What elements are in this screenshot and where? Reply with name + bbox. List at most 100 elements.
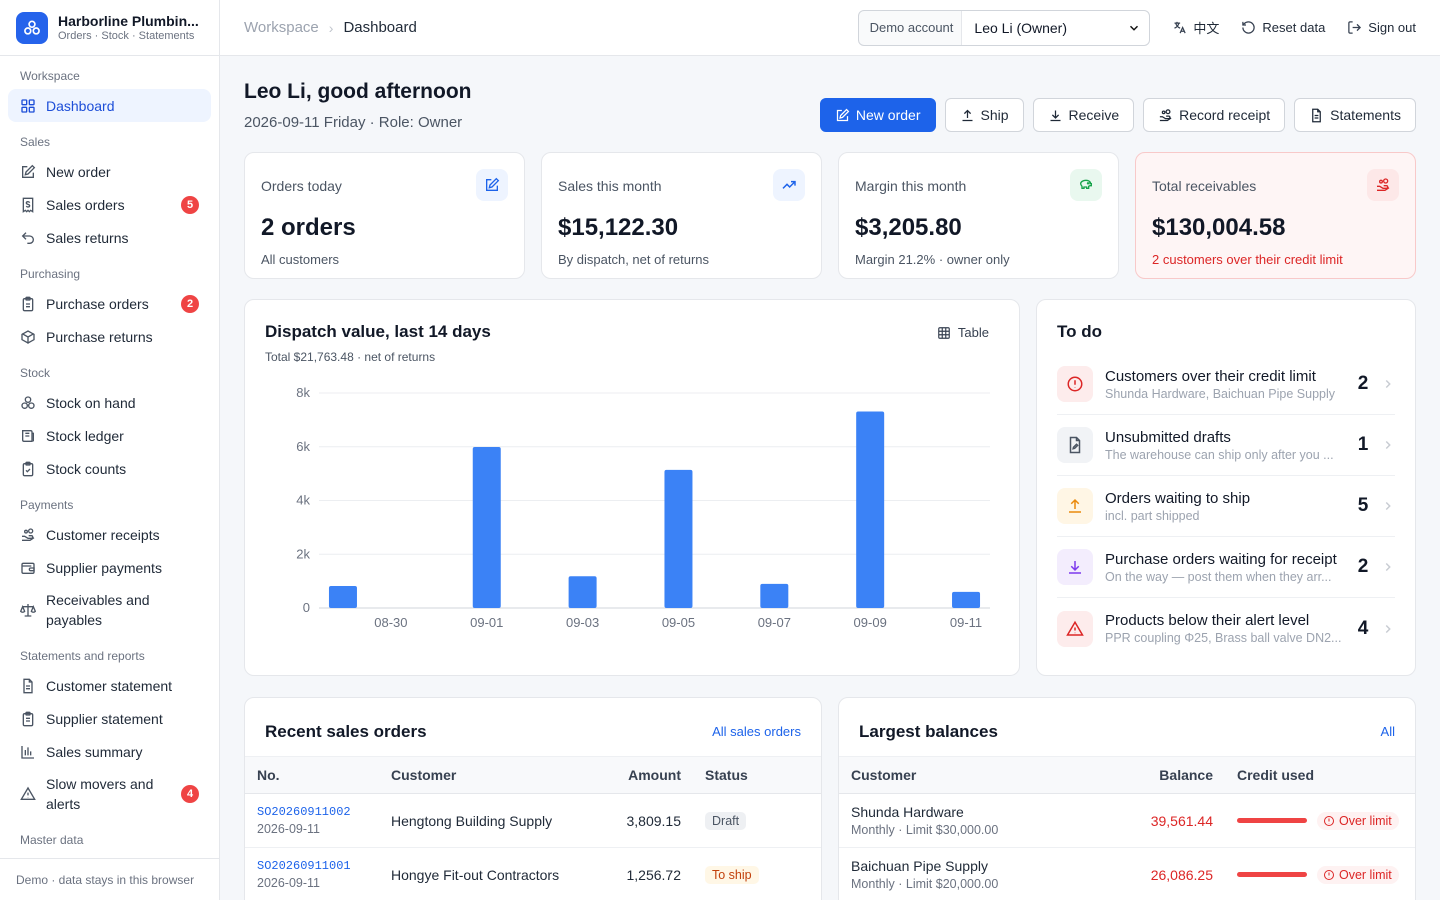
sidebar-item-dashboard[interactable]: Dashboard xyxy=(8,89,211,122)
order-number-link[interactable]: SO20260911001 xyxy=(257,859,351,873)
table-toggle-button[interactable]: Table xyxy=(937,325,989,340)
kpi-total-receivables[interactable]: Total receivables $130,004.58 2 customer… xyxy=(1135,152,1416,279)
order-date: 2026-09-11 xyxy=(257,876,321,890)
y-tick-label: 6k xyxy=(296,439,310,454)
slow-movers-badge: 4 xyxy=(181,785,199,803)
kpi-note: All customers xyxy=(261,252,340,267)
sidebar-item-label: Stock on hand xyxy=(46,394,136,411)
invoice-dollar-icon xyxy=(22,197,34,213)
todo-item-waiting-ship[interactable]: Orders waiting to ship incl. part shippe… xyxy=(1057,476,1395,537)
record-receipt-button[interactable]: Record receipt xyxy=(1143,98,1286,132)
receive-button[interactable]: Receive xyxy=(1032,98,1135,132)
statements-button[interactable]: Statements xyxy=(1294,98,1416,132)
col-status: Status xyxy=(705,767,748,783)
todo-item-count: 2 xyxy=(1357,373,1369,394)
breadcrumb-workspace[interactable]: Workspace xyxy=(244,19,319,36)
edit-icon xyxy=(836,108,850,121)
table-row[interactable]: SO20260911001 2026-09-11 Hongye Fit-out … xyxy=(245,848,821,900)
todo-item-count: 5 xyxy=(1357,495,1369,516)
sidebar-item-supplier-statement[interactable]: Supplier statement xyxy=(8,702,211,735)
account-label: Demo account xyxy=(869,20,954,35)
reset-data-label: Reset data xyxy=(1262,20,1326,35)
balance-customer: Shunda Hardware xyxy=(851,804,964,820)
bar-chart-icon xyxy=(21,745,34,759)
account-switcher: Demo account Leo Li (Owner) xyxy=(857,9,1151,46)
brand[interactable]: Harborline Plumbin... Orders · Stock · S… xyxy=(0,0,219,56)
receive-label: Receive xyxy=(1068,107,1120,123)
hand-coins-icon xyxy=(22,527,35,541)
sidebar-item-customer-statement[interactable]: Customer statement xyxy=(8,669,211,702)
col-no: No. xyxy=(257,767,280,783)
sign-out-button[interactable]: Sign out xyxy=(1347,20,1416,35)
sidebar-item-sales-returns[interactable]: Sales returns xyxy=(8,221,211,254)
ship-label: Ship xyxy=(980,107,1009,123)
todo-item-count: 4 xyxy=(1357,617,1369,639)
all-sales-orders-link[interactable]: All sales orders xyxy=(712,724,801,739)
sidebar-footer: Demo · data stays in this browser xyxy=(0,858,219,900)
sidebar-item-customer-receipts[interactable]: Customer receipts xyxy=(8,518,211,551)
status-badge: To ship xyxy=(705,865,759,884)
account-select[interactable]: Leo Li (Owner) xyxy=(961,10,1150,45)
warning-icon xyxy=(20,786,36,800)
kpi-value: $15,122.30 xyxy=(558,214,679,241)
edit-icon xyxy=(22,164,36,178)
ship-button[interactable]: Ship xyxy=(944,98,1024,132)
todo-item-sub: incl. part shipped xyxy=(1105,508,1200,523)
alert-circle-icon xyxy=(1057,366,1093,402)
sidebar-item-new-order[interactable]: New order xyxy=(8,155,211,188)
brand-logo-icon xyxy=(16,11,48,44)
sidebar-item-sales-summary[interactable]: Sales summary xyxy=(8,735,211,768)
sidebar-item-stock-counts[interactable]: Stock counts xyxy=(8,452,211,485)
reset-data-button[interactable]: Reset data xyxy=(1241,20,1325,35)
upload-icon xyxy=(962,109,972,121)
kpi-label: Orders today xyxy=(261,178,342,194)
sidebar-item-slow-movers[interactable]: Slow movers and alerts 4 xyxy=(8,768,211,820)
x-tick-label: 09-07 xyxy=(758,615,791,630)
new-order-button[interactable]: New order xyxy=(819,98,936,132)
sidebar-item-label: Sales orders xyxy=(46,196,125,213)
todo-item-waiting-receipt[interactable]: Purchase orders waiting for receipt On t… xyxy=(1057,537,1395,598)
package-icon xyxy=(21,329,35,344)
table-row[interactable]: Shunda Hardware Monthly · Limit $30,000.… xyxy=(839,794,1415,848)
nav-section-sales: Sales xyxy=(20,135,51,149)
table-row[interactable]: SO20260911002 2026-09-11 Hengtong Buildi… xyxy=(245,794,821,848)
order-number-link[interactable]: SO20260911002 xyxy=(257,805,351,819)
balance-terms: Monthly · Limit $30,000.00 xyxy=(851,823,999,837)
sidebar-nav: Workspace Dashboard Sales New order Sale… xyxy=(0,56,219,858)
todo-item-credit-limit[interactable]: Customers over their credit limit Shunda… xyxy=(1057,354,1395,415)
x-tick-label: 09-05 xyxy=(662,615,695,630)
all-balances-link[interactable]: All xyxy=(1380,724,1395,739)
sidebar-item-sales-orders[interactable]: Sales orders 5 xyxy=(8,188,211,221)
table-row[interactable]: Baichuan Pipe Supply Monthly · Limit $20… xyxy=(839,848,1415,900)
sales-orders-badge: 5 xyxy=(181,195,199,214)
sidebar-item-label: Stock ledger xyxy=(46,427,124,444)
sidebar-item-stock-ledger[interactable]: Stock ledger xyxy=(8,419,211,452)
sidebar-item-purchase-returns[interactable]: Purchase returns xyxy=(8,320,211,353)
recent-orders-card: Recent sales orders All sales orders No.… xyxy=(244,697,822,900)
clipboard-list-icon xyxy=(22,711,34,726)
todo-item-drafts[interactable]: Unsubmitted drafts The warehouse can shi… xyxy=(1057,415,1395,476)
balance-terms: Monthly · Limit $20,000.00 xyxy=(851,877,999,891)
chart-title: Dispatch value, last 14 days xyxy=(265,322,491,341)
sidebar-item-receivables-payables[interactable]: Receivables and payables xyxy=(8,584,211,636)
x-tick-label: 09-01 xyxy=(470,615,503,630)
sidebar-item-stock-on-hand[interactable]: Stock on hand xyxy=(8,386,211,419)
kpi-margin-month[interactable]: Margin this month $3,205.80 Margin 21.2%… xyxy=(838,152,1119,279)
wallet-icon xyxy=(21,562,35,574)
chart-bar xyxy=(568,576,597,608)
todo-card: To do Customers over their credit limit … xyxy=(1036,299,1416,676)
sidebar-item-supplier-payments[interactable]: Supplier payments xyxy=(8,551,211,584)
scale-icon xyxy=(20,604,36,617)
language-button[interactable]: 中文 xyxy=(1172,18,1219,37)
order-amount: 3,809.15 xyxy=(626,812,682,829)
col-credit-used: Credit used xyxy=(1237,767,1315,783)
sidebar: Harborline Plumbin... Orders · Stock · S… xyxy=(0,0,220,900)
over-limit-label: Over limit xyxy=(1339,867,1392,882)
todo-item-alert-level[interactable]: Products below their alert level PPR cou… xyxy=(1057,598,1395,659)
sidebar-item-label: Sales summary xyxy=(46,743,143,760)
sidebar-item-purchase-orders[interactable]: Purchase orders 2 xyxy=(8,287,211,320)
sidebar-item-label: Dashboard xyxy=(46,97,115,114)
kpi-orders-today[interactable]: Orders today 2 orders All customers xyxy=(244,152,525,279)
kpi-sales-month[interactable]: Sales this month $15,122.30 By dispatch,… xyxy=(541,152,822,279)
page-subtitle: 2026-09-11 Friday · Role: Owner xyxy=(244,114,463,131)
